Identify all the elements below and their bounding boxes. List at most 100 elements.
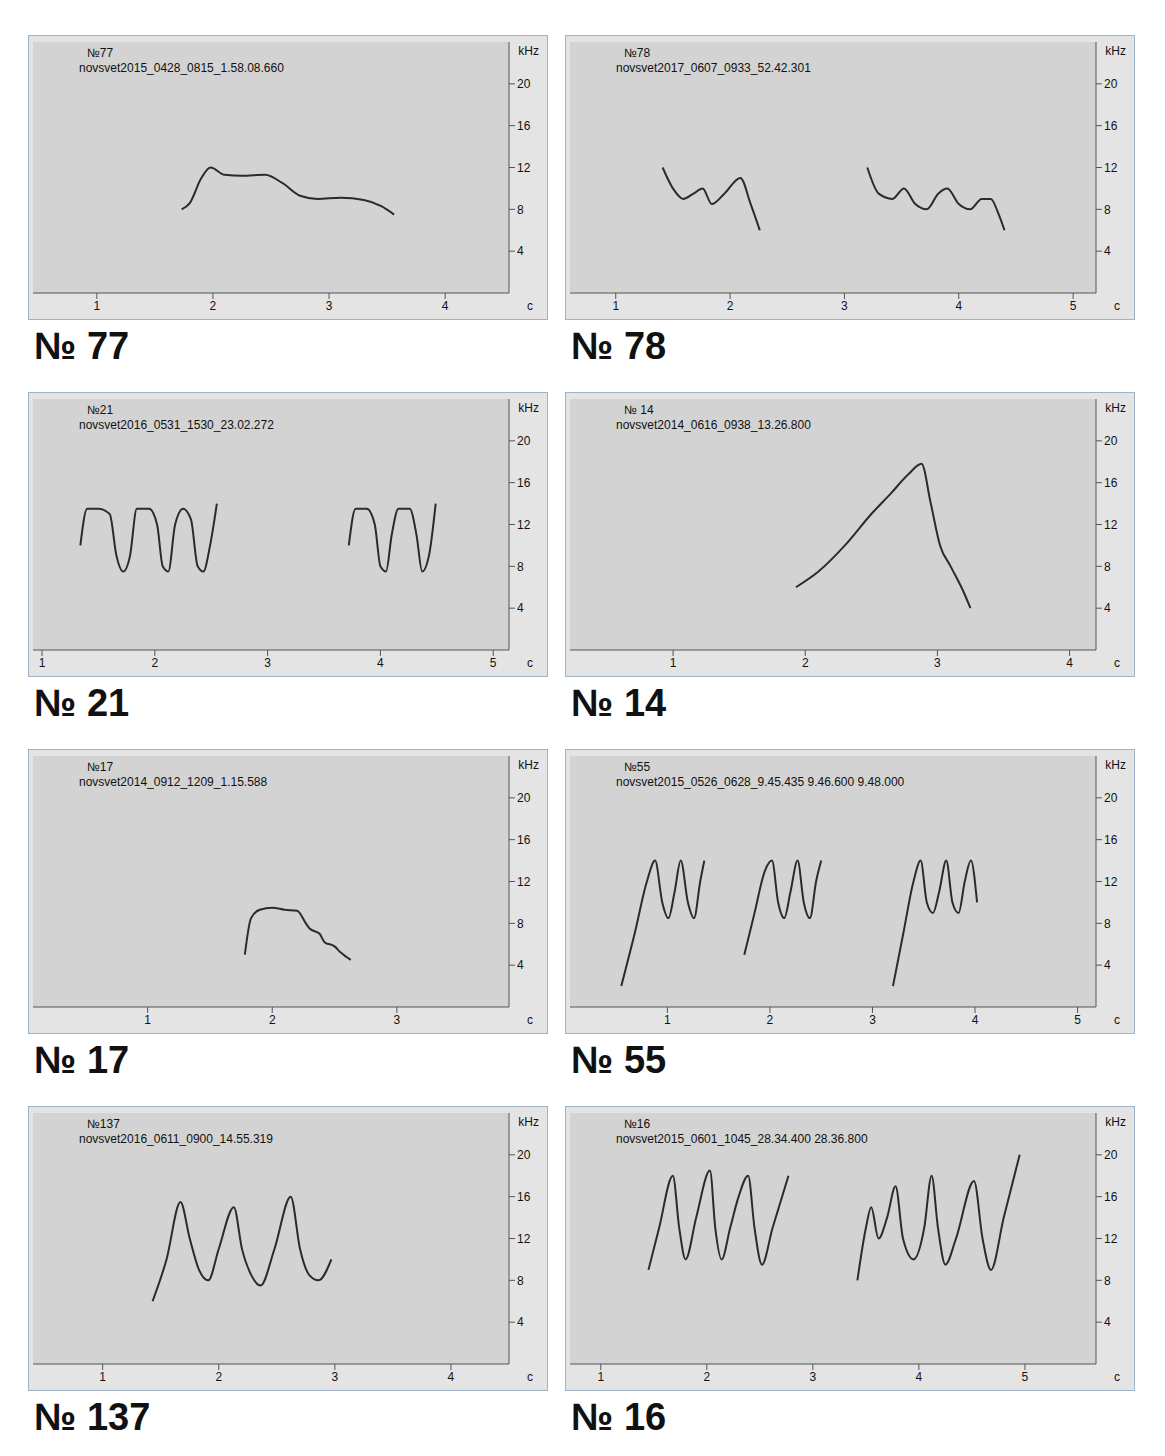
svg-text:12: 12 [517, 161, 531, 175]
html-text:kHz: kHz [518, 401, 539, 415]
svg-text:20: 20 [1104, 1148, 1118, 1162]
svg-text:3: 3 [332, 1370, 339, 1384]
html-text:№ 21: № 21 [34, 682, 130, 724]
svg-text:2: 2 [269, 1013, 276, 1027]
html-text:kHz: kHz [518, 758, 539, 772]
svg-text:16: 16 [1104, 476, 1118, 490]
svg-text:1: 1 [94, 299, 101, 313]
html-text:novsvet2014_0616_0938_13.26.80: novsvet2014_0616_0938_13.26.800 [616, 418, 811, 432]
svg-text:5: 5 [1074, 1013, 1081, 1027]
svg-text:1: 1 [144, 1013, 151, 1027]
html-text:№ 14: № 14 [624, 403, 654, 417]
html-text:№ 77: № 77 [34, 325, 130, 367]
svg-text:4: 4 [448, 1370, 455, 1384]
svg-text:4: 4 [517, 601, 524, 615]
html-text:№78: №78 [624, 46, 651, 60]
svg-text:4: 4 [377, 656, 384, 670]
svg-text:2: 2 [703, 1370, 710, 1384]
svg-text:20: 20 [1104, 77, 1118, 91]
svg-text:1: 1 [670, 656, 677, 670]
html-text:novsvet2017_0607_0933_52.42.30: novsvet2017_0607_0933_52.42.301 [616, 61, 811, 75]
svg-text:12: 12 [517, 875, 531, 889]
svg-text:4: 4 [442, 299, 449, 313]
svg-text:5: 5 [1070, 299, 1077, 313]
svg-text:4: 4 [1066, 656, 1073, 670]
svg-text:3: 3 [810, 1370, 817, 1384]
svg-text:4: 4 [916, 1370, 923, 1384]
html-text:№ 137: № 137 [34, 1396, 151, 1438]
svg-text:3: 3 [934, 656, 941, 670]
svg-text:20: 20 [517, 77, 531, 91]
html-text:№ 78: № 78 [571, 325, 667, 367]
svg-text:12: 12 [1104, 1232, 1118, 1246]
html-text:kHz: kHz [518, 44, 539, 58]
svg-text:3: 3 [841, 299, 848, 313]
svg-text:16: 16 [517, 119, 531, 133]
svg-text:8: 8 [1104, 1274, 1111, 1288]
html-text:№17: №17 [87, 760, 114, 774]
svg-text:4: 4 [972, 1013, 979, 1027]
svg-text:8: 8 [1104, 203, 1111, 217]
svg-text:2: 2 [151, 656, 158, 670]
svg-text:2: 2 [210, 299, 217, 313]
svg-text:4: 4 [517, 958, 524, 972]
svg-text:16: 16 [1104, 119, 1118, 133]
svg-text:16: 16 [517, 833, 531, 847]
svg-text:12: 12 [1104, 875, 1118, 889]
html-text:№ 55: № 55 [571, 1039, 667, 1081]
svg-text:4: 4 [1104, 1315, 1111, 1329]
html-text:№ 17: № 17 [34, 1039, 130, 1081]
svg-text:12: 12 [1104, 518, 1118, 532]
svg-text:2: 2 [215, 1370, 222, 1384]
html-text:№21: №21 [87, 403, 114, 417]
svg-text:1: 1 [99, 1370, 106, 1384]
svg-text:16: 16 [1104, 833, 1118, 847]
svg-text:4: 4 [955, 299, 962, 313]
svg-text:20: 20 [1104, 791, 1118, 805]
html-text:novsvet2014_0912_1209_1.15.588: novsvet2014_0912_1209_1.15.588 [79, 775, 268, 789]
svg-text:5: 5 [1022, 1370, 1029, 1384]
svg-text:20: 20 [517, 434, 531, 448]
svg-text:20: 20 [1104, 434, 1118, 448]
svg-text:3: 3 [869, 1013, 876, 1027]
svg-text:3: 3 [326, 299, 333, 313]
html-text:№ 14: № 14 [571, 682, 667, 724]
svg-text:8: 8 [1104, 917, 1111, 931]
svg-text:4: 4 [517, 244, 524, 258]
svg-text:3: 3 [264, 656, 271, 670]
svg-text:8: 8 [517, 1274, 524, 1288]
svg-text:8: 8 [517, 917, 524, 931]
svg-text:12: 12 [517, 1232, 531, 1246]
svg-text:8: 8 [1104, 560, 1111, 574]
html-text:№77: №77 [87, 46, 114, 60]
svg-text:12: 12 [517, 518, 531, 532]
svg-text:2: 2 [802, 656, 809, 670]
svg-text:1: 1 [664, 1013, 671, 1027]
svg-text:2: 2 [767, 1013, 774, 1027]
svg-text:20: 20 [517, 791, 531, 805]
svg-text:8: 8 [517, 203, 524, 217]
html-text:kHz: kHz [1105, 44, 1126, 58]
svg-text:4: 4 [517, 1315, 524, 1329]
html-text:novsvet2016_0531_1530_23.02.27: novsvet2016_0531_1530_23.02.272 [79, 418, 274, 432]
svg-text:16: 16 [1104, 1190, 1118, 1204]
svg-text:4: 4 [1104, 958, 1111, 972]
svg-text:8: 8 [517, 560, 524, 574]
svg-text:16: 16 [517, 476, 531, 490]
svg-text:5: 5 [490, 656, 497, 670]
svg-text:2: 2 [727, 299, 734, 313]
svg-text:4: 4 [1104, 244, 1111, 258]
html-text:novsvet2015_0428_0815_1.58.08.: novsvet2015_0428_0815_1.58.08.660 [79, 61, 284, 75]
svg-text:20: 20 [517, 1148, 531, 1162]
html-text:№ 16: № 16 [571, 1396, 667, 1438]
svg-text:4: 4 [1104, 601, 1111, 615]
svg-text:1: 1 [612, 299, 619, 313]
svg-text:1: 1 [39, 656, 46, 670]
html-text:novsvet2015_0526_0628_9.45.435: novsvet2015_0526_0628_9.45.435 9.46.600 … [616, 775, 905, 789]
svg-text:1: 1 [597, 1370, 604, 1384]
svg-text:16: 16 [517, 1190, 531, 1204]
html-text:№55: №55 [624, 760, 651, 774]
html-text:kHz: kHz [1105, 401, 1126, 415]
svg-text:3: 3 [394, 1013, 401, 1027]
svg-text:12: 12 [1104, 161, 1118, 175]
